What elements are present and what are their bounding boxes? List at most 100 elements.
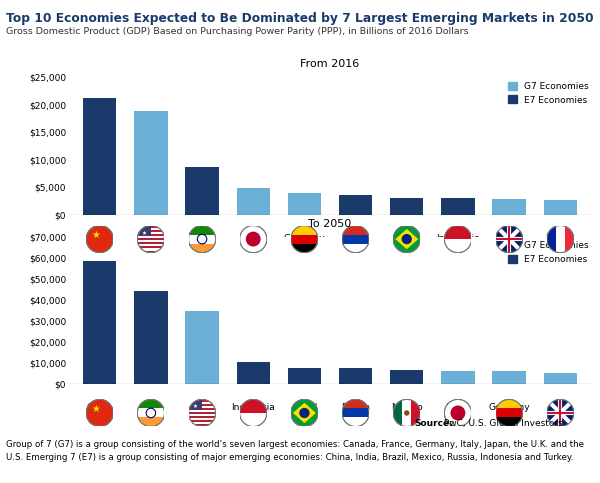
Bar bbox=[188, 408, 215, 410]
Bar bbox=[442, 198, 475, 215]
Bar bbox=[188, 401, 215, 404]
Text: Gross Domestic Product (GDP) Based on Purchasing Power Parity (PPP), in Billions: Gross Domestic Product (GDP) Based on Pu… bbox=[6, 27, 469, 36]
Bar bbox=[188, 418, 215, 420]
Circle shape bbox=[299, 408, 310, 418]
Circle shape bbox=[342, 226, 369, 253]
Circle shape bbox=[86, 399, 113, 426]
Bar bbox=[556, 226, 565, 253]
Bar bbox=[188, 422, 215, 425]
Bar bbox=[137, 238, 164, 240]
Text: U.S. Emerging 7 (E7) is a group consisting of major emerging economies: China, I: U.S. Emerging 7 (E7) is a group consisti… bbox=[6, 453, 574, 462]
Circle shape bbox=[496, 399, 523, 426]
Bar bbox=[188, 414, 215, 416]
Circle shape bbox=[291, 399, 318, 426]
Bar bbox=[288, 368, 321, 384]
Circle shape bbox=[86, 226, 113, 253]
Bar bbox=[137, 399, 164, 409]
Bar bbox=[137, 232, 164, 234]
Bar bbox=[339, 369, 372, 384]
Bar bbox=[83, 98, 116, 215]
Bar bbox=[188, 406, 215, 408]
Bar bbox=[137, 409, 164, 417]
Text: ★: ★ bbox=[142, 230, 146, 236]
Bar bbox=[342, 399, 369, 409]
Circle shape bbox=[86, 399, 113, 426]
Text: To 2050: To 2050 bbox=[308, 219, 352, 229]
Bar bbox=[390, 369, 424, 384]
Text: ★: ★ bbox=[91, 230, 100, 240]
Bar bbox=[137, 244, 164, 246]
Bar bbox=[342, 417, 369, 426]
Legend: G7 Economies, E7 Economies: G7 Economies, E7 Economies bbox=[505, 238, 592, 267]
Polygon shape bbox=[293, 403, 316, 423]
Circle shape bbox=[496, 226, 523, 253]
Bar bbox=[240, 399, 267, 413]
Bar bbox=[236, 362, 270, 384]
Circle shape bbox=[393, 226, 420, 253]
Bar bbox=[137, 230, 164, 232]
Bar bbox=[188, 420, 215, 422]
Bar bbox=[291, 235, 318, 243]
Bar bbox=[496, 409, 523, 417]
Bar bbox=[342, 243, 369, 253]
Bar bbox=[134, 112, 167, 215]
Bar bbox=[188, 416, 215, 418]
Bar bbox=[496, 417, 523, 426]
Bar bbox=[188, 410, 215, 412]
Bar bbox=[188, 243, 215, 253]
Circle shape bbox=[137, 226, 164, 253]
Text: Source:: Source: bbox=[414, 419, 453, 428]
Bar bbox=[445, 226, 472, 239]
Circle shape bbox=[547, 226, 574, 253]
Circle shape bbox=[451, 406, 466, 420]
Circle shape bbox=[137, 399, 164, 426]
Text: From 2016: From 2016 bbox=[301, 58, 359, 69]
Bar bbox=[185, 167, 218, 215]
Bar bbox=[188, 235, 215, 243]
Circle shape bbox=[547, 399, 574, 426]
Bar bbox=[240, 413, 267, 426]
Bar bbox=[547, 226, 556, 253]
Bar bbox=[445, 239, 472, 253]
Bar bbox=[137, 226, 164, 227]
Bar bbox=[544, 373, 577, 384]
Bar bbox=[342, 235, 369, 243]
Circle shape bbox=[86, 226, 113, 253]
Bar bbox=[137, 251, 164, 253]
Bar bbox=[493, 371, 526, 384]
Circle shape bbox=[445, 226, 472, 253]
Bar bbox=[411, 399, 420, 426]
Bar bbox=[188, 226, 215, 235]
Bar bbox=[137, 234, 164, 236]
Bar bbox=[390, 198, 424, 215]
Bar bbox=[137, 227, 164, 230]
Circle shape bbox=[404, 410, 409, 416]
Circle shape bbox=[188, 226, 215, 253]
Bar bbox=[188, 399, 202, 410]
Bar bbox=[134, 291, 167, 384]
Circle shape bbox=[240, 399, 267, 426]
Text: ★: ★ bbox=[193, 404, 198, 410]
Circle shape bbox=[188, 399, 215, 426]
Bar bbox=[137, 242, 164, 244]
Circle shape bbox=[393, 399, 420, 426]
Text: PwC, U.S. Global Investors: PwC, U.S. Global Investors bbox=[441, 419, 563, 428]
Circle shape bbox=[246, 232, 260, 246]
Bar bbox=[83, 261, 116, 384]
Text: Top 10 Economies Expected to Be Dominated by 7 Largest Emerging Markets in 2050: Top 10 Economies Expected to Be Dominate… bbox=[6, 12, 593, 25]
Bar bbox=[393, 399, 402, 426]
Bar bbox=[288, 194, 321, 215]
Bar bbox=[291, 243, 318, 253]
Bar bbox=[291, 226, 318, 235]
Text: ★: ★ bbox=[91, 404, 100, 414]
Bar bbox=[188, 399, 215, 401]
Bar bbox=[137, 226, 151, 236]
Legend: G7 Economies, E7 Economies: G7 Economies, E7 Economies bbox=[505, 79, 592, 107]
Bar bbox=[137, 246, 164, 248]
Bar bbox=[565, 226, 574, 253]
Bar bbox=[188, 425, 215, 426]
Bar bbox=[188, 404, 215, 406]
Circle shape bbox=[445, 399, 472, 426]
Bar bbox=[339, 195, 372, 215]
Bar bbox=[137, 236, 164, 238]
